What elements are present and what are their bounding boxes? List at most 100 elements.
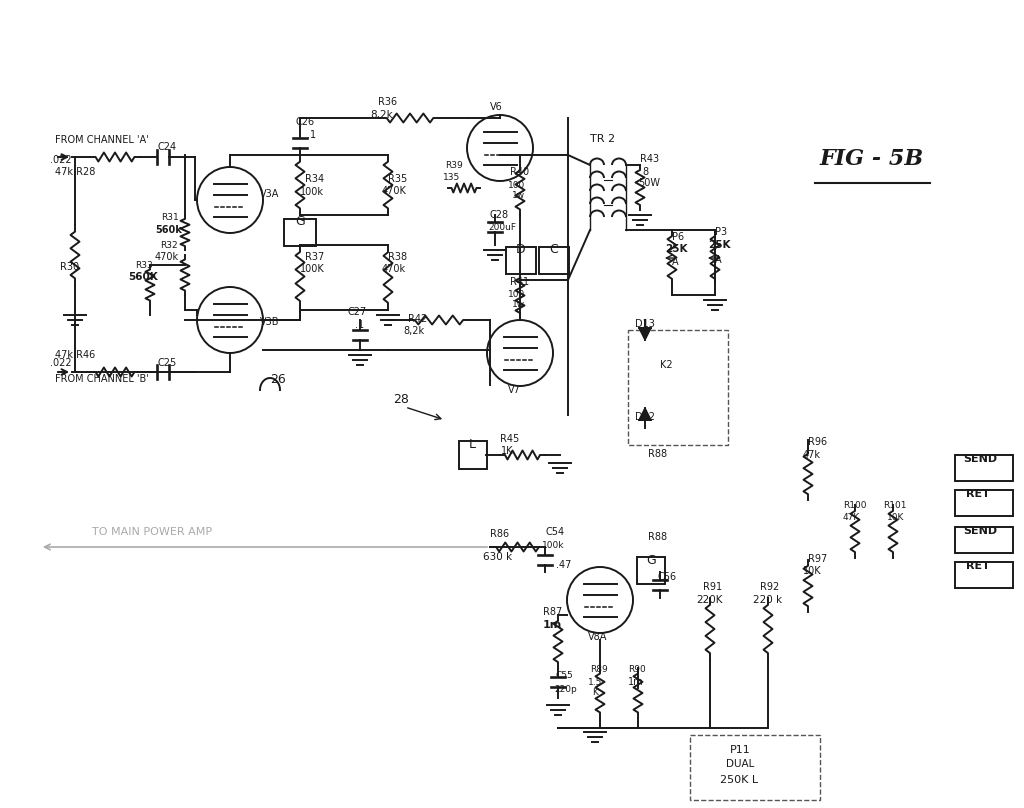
Text: 1.5: 1.5 [588,678,602,687]
Text: A: A [672,257,679,267]
Text: C28: C28 [490,210,509,220]
Bar [955,490,1013,516]
Text: .022: .022 [50,358,72,368]
Text: R92: R92 [760,582,779,592]
Bar [628,330,728,445]
Text: R35: R35 [388,174,408,184]
Text: C: C [549,243,558,256]
Text: R33: R33 [135,261,153,270]
Text: 28: 28 [393,393,409,406]
Text: 250K L: 250K L [720,775,758,785]
Text: 1K: 1K [501,446,513,456]
Text: R97: R97 [808,554,827,564]
Text: 1m: 1m [543,620,562,630]
Text: 47k R46: 47k R46 [55,350,95,360]
Text: D13: D13 [635,319,655,329]
Text: C24: C24 [157,142,176,152]
Text: 100K: 100K [300,264,325,274]
Text: 47K: 47K [843,513,860,522]
Text: 470k: 470k [155,252,179,262]
Text: 100: 100 [508,181,525,190]
Text: 25K: 25K [708,240,730,250]
Text: R89: R89 [590,665,608,674]
Text: R91: R91 [703,582,722,592]
Text: R36: R36 [378,97,397,107]
Text: FIG - 5B: FIG - 5B [820,148,924,170]
Text: SEND: SEND [963,526,997,536]
Text: TO MAIN POWER AMP: TO MAIN POWER AMP [92,527,212,537]
Text: 10K: 10K [803,566,821,576]
Text: .1: .1 [307,130,316,140]
Text: .47: .47 [556,560,571,570]
Text: 8: 8 [642,167,648,177]
Polygon shape [639,328,651,340]
Text: R37: R37 [305,252,325,262]
Text: 1w: 1w [512,300,525,309]
Text: R90: R90 [628,665,646,674]
Text: R42: R42 [408,314,427,324]
Text: L: L [469,438,476,451]
Text: 560K: 560K [128,272,158,282]
Text: G: G [295,215,305,228]
Text: 25K: 25K [665,244,687,254]
Text: 560k: 560k [155,225,182,235]
Text: 220 k: 220 k [753,595,782,605]
Text: 8,2k: 8,2k [403,326,424,336]
Text: R101: R101 [883,501,906,510]
Text: K: K [592,688,598,697]
Text: R31: R31 [161,213,179,222]
Text: R34: R34 [305,174,325,184]
Text: R43: R43 [640,154,659,164]
Text: P3: P3 [715,227,727,237]
Text: 1w: 1w [512,191,525,200]
Bar [690,735,820,800]
Text: R45: R45 [500,434,519,444]
Text: 50W: 50W [638,178,660,188]
Bar [955,455,1013,481]
Text: R30: R30 [60,262,79,272]
Text: V7: V7 [508,385,521,395]
Text: R100: R100 [843,501,866,510]
Text: C55: C55 [556,671,573,680]
Text: 100: 100 [508,290,525,299]
Text: .1: .1 [355,320,365,330]
Text: SEND: SEND [963,454,997,464]
Text: C26: C26 [295,117,314,127]
Text: G: G [646,554,655,567]
Text: R38: R38 [388,252,408,262]
Text: V8A: V8A [588,632,607,642]
Text: 135: 135 [443,173,460,182]
Text: 220p: 220p [554,685,577,694]
Text: C54: C54 [546,527,565,537]
Text: DUAL: DUAL [726,759,755,769]
Text: 10K: 10K [887,513,904,522]
Text: R96: R96 [808,437,827,447]
Polygon shape [639,408,651,420]
Text: 100k: 100k [542,541,564,550]
Text: R87: R87 [543,607,562,617]
Text: .022: .022 [50,155,72,165]
Text: 100k: 100k [300,187,324,197]
Text: V3A: V3A [260,189,280,199]
Text: P11: P11 [730,745,751,755]
Text: R32: R32 [160,241,177,250]
Text: 1m: 1m [628,677,644,687]
Text: 470k: 470k [382,264,407,274]
Bar [955,527,1013,553]
Text: P6: P6 [672,232,684,242]
Text: 47k R28: 47k R28 [55,167,95,177]
Text: 26: 26 [270,373,286,386]
Bar [955,562,1013,588]
Text: R41: R41 [510,277,529,287]
Text: 200uF: 200uF [488,223,516,232]
Text: C56: C56 [657,572,676,582]
Text: R88: R88 [648,532,667,542]
Text: FROM CHANNEL 'A': FROM CHANNEL 'A' [55,135,148,145]
Text: C25: C25 [157,358,176,368]
Text: V3B: V3B [260,317,280,327]
Text: 220K: 220K [696,595,723,605]
Text: FROM CHANNEL 'B': FROM CHANNEL 'B' [55,374,148,384]
Text: RET: RET [966,561,990,571]
Text: 470K: 470K [382,186,407,196]
Text: D: D [516,243,525,256]
